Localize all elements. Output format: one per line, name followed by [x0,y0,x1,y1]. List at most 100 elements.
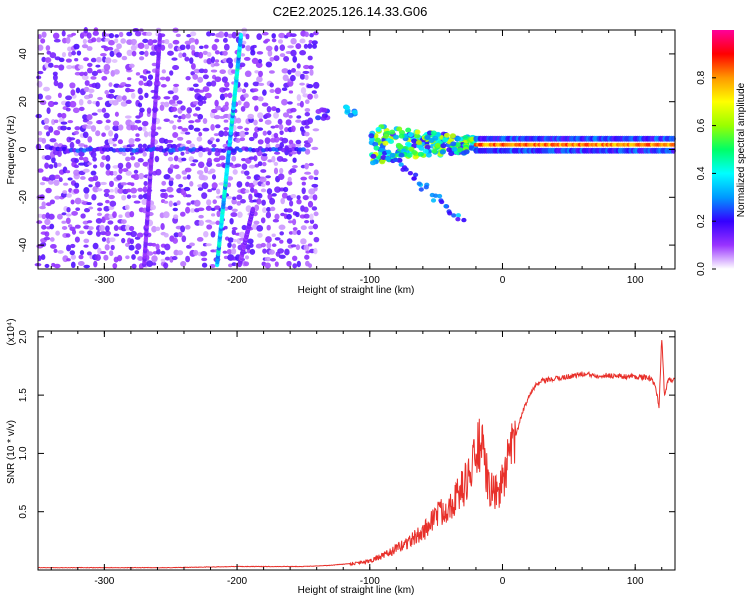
spectrogram-cell [214,38,220,43]
spectrogram-cell [125,170,132,176]
spectrogram-cell [118,124,124,131]
spectrogram-cell [40,254,46,261]
spectrogram-cell [178,183,184,188]
spectrogram-cell [201,175,209,181]
spectrogram-cell [146,70,151,74]
spectrogram-cell [428,138,435,143]
spectrogram-cell [53,38,61,43]
spectrogram-cell [284,248,290,256]
spectrogram-cell [203,230,209,238]
spectrogram-cell [312,223,319,230]
spectrogram-cell [172,95,179,101]
spectrogram-cell [52,71,58,76]
spectrogram-cell [303,213,310,219]
spectrogram-cell [308,225,314,230]
spectrogram-cell [78,143,85,147]
spectrogram-cell [181,127,189,132]
spectrogram-cell [312,194,318,201]
spectrogram-cell [57,82,64,89]
spectrogram-cell [49,237,55,242]
spectrogram-cell [266,224,271,231]
spectrogram-cell [82,168,90,173]
spectrogram-cell [307,117,314,125]
spectrogram-cell [264,38,271,42]
spectrogram-cell [214,76,222,83]
spectrogram-cell [97,96,103,101]
spectrogram-cell [53,64,60,68]
spectrogram-cell [112,120,120,127]
spectrogram-cell [257,161,263,167]
spectrogram-cell [278,32,286,39]
spectrogram-cell [311,90,317,94]
spectrogram-cell [253,188,258,195]
spectrogram-cell [93,260,98,268]
spectrogram-cell [101,107,107,113]
spectrogram-cell [259,176,267,183]
spectrogram-cell [267,49,273,57]
spectrogram-cell [262,89,267,96]
spectrogram-cell [244,255,250,260]
spectrogram-cell [222,87,230,91]
spectrogram-cell [214,151,221,157]
spectrogram-cell [76,50,82,56]
spectrogram-cell [172,65,180,71]
spectrogram-cell [65,58,72,63]
spectrogram-cell [248,136,255,142]
spectrogram-cell [86,67,93,74]
spectrogram-cell [150,204,156,211]
spectrogram-cell [68,137,76,141]
spectrogram-cell [393,134,399,140]
spectrogram-cell [125,188,132,193]
spectrogram-cell [213,157,221,163]
spectrogram-cell [91,112,98,116]
spectrogram-cell [69,226,76,231]
spectrogram-cell [279,239,284,244]
spectrogram-cell [41,137,47,144]
spectrogram-cell [69,82,76,89]
spectrogram-cell [439,199,445,205]
spectrogram-cell [70,243,76,249]
spectrogram-cell [125,255,130,260]
spectrogram-cell [265,236,272,243]
spectrogram-cell [274,213,280,220]
spectrogram-cell [65,95,73,101]
spectrogram-cell [292,218,297,226]
spectrogram-cell [457,147,464,153]
spectrogram-cell [169,120,174,124]
spectrogram-cell [95,218,103,224]
spectrogram-cell [260,169,267,173]
spectrogram-cell [198,68,205,74]
spectrogram-cell [108,82,113,87]
spectrogram-cell [137,187,144,192]
spectrogram-cell [159,76,167,81]
spectrogram-cell [104,38,111,42]
spectrogram-cell [144,92,149,98]
spectrogram-cell [288,139,294,145]
x-tick-label: -300 [94,576,114,587]
spectrogram-cell [304,148,311,155]
spectrogram-cell [300,225,307,231]
spectrogram-cell [273,132,279,139]
spectrogram-cell [124,204,130,210]
spectrogram-cell [398,152,405,158]
spectrogram-cell [103,63,111,71]
spectrogram-cell [45,187,52,194]
spectrogram-cell [189,181,194,187]
spectrogram-cell [137,126,143,131]
spectrogram-cell [299,82,305,86]
spectrogram-cell [286,213,292,220]
spectrogram-cell [315,115,322,121]
spectrogram-cell [105,199,110,204]
spectrogram-cell [278,254,286,259]
spectrogram-cell [52,32,60,40]
y-tick-label: 1.5 [18,388,29,402]
spectrogram-cell [198,214,204,219]
spectrogram-cell [271,155,276,163]
spectrogram-cell [86,251,92,256]
spectrogram-cell [185,206,191,214]
spectrogram-cell [111,100,119,106]
spectrogram-cell [195,106,201,111]
spectrogram-cell [156,248,161,255]
page-title: C2E2.2025.126.14.33.G06 [273,4,428,19]
spectrogram-cell [295,119,302,123]
